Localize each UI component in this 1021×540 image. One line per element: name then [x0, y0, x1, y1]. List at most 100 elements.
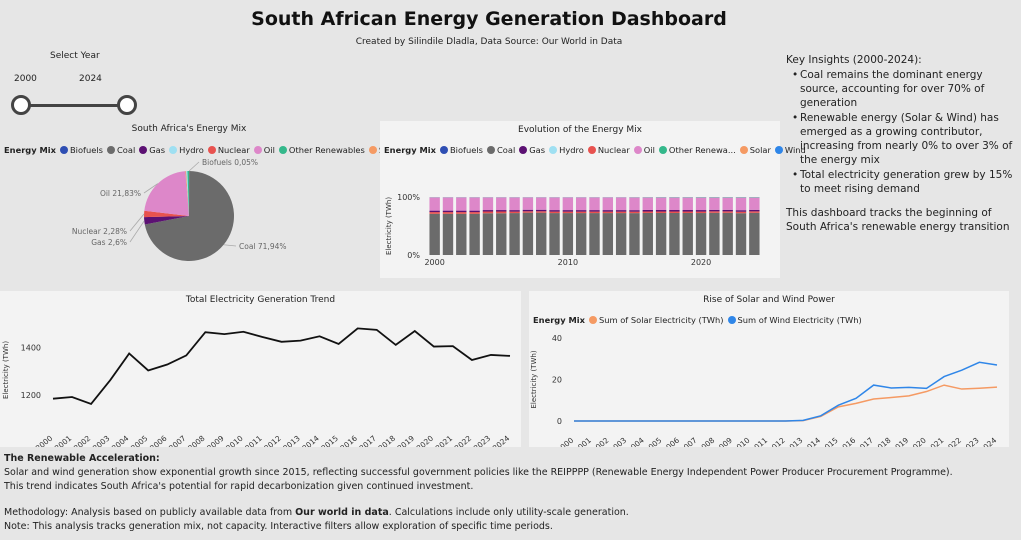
legend-item-other-renewables[interactable]: Other Renewables [278, 145, 365, 155]
bar-segment-oil-2012 [589, 197, 600, 211]
bar-segment-nuclear-2013 [602, 211, 614, 214]
bar-segment-gas-2000 [429, 210, 440, 213]
bar-segment-nuclear-2007 [522, 211, 534, 213]
pie-chart[interactable]: Coal 71,94% Oil 21,83% Gas 2,6% Nuclear 2,2… [0, 156, 378, 276]
legend-item-nuclear[interactable]: Nuclear [207, 145, 250, 155]
bar-segment-coal-2007 [522, 212, 534, 255]
methodology-line: Methodology: Analysis based on publicly … [4, 506, 1014, 520]
legend-item-sum-of-wind-electricity-twh[interactable]: Sum of Wind Electricity (TWh) [727, 315, 862, 325]
year-slider-start-handle[interactable] [11, 95, 31, 115]
bar-segment-gas-2013 [602, 210, 614, 212]
bar-segment-coal-2019 [682, 212, 693, 255]
stacked-bar-chart[interactable]: 100% 0% 2000 2010 2020 Electricity (TWh) [380, 161, 780, 276]
legend-item-gas[interactable]: Gas [139, 145, 165, 155]
bar-segment-coal-2020 [695, 213, 707, 255]
bar-segment-coal-2001 [442, 213, 454, 255]
bar-segment-oil-2009 [549, 197, 560, 211]
bar-segment-oil-2017 [655, 197, 667, 211]
y-tick-label: 0 [557, 417, 562, 426]
x-tick-label: 2011 [243, 433, 264, 447]
bar-segment-nuclear-2010 [562, 211, 574, 214]
y-tick-label: 100% [397, 193, 420, 202]
bar-segment-nuclear-2008 [536, 211, 547, 213]
x-tick-label: 2017 [854, 435, 875, 447]
legend-item-sum-of-solar-electricity-twh[interactable]: Sum of Solar Electricity (TWh) [588, 315, 724, 325]
year-slider-end-handle[interactable] [117, 95, 137, 115]
legend-item-oil[interactable]: Oil [633, 145, 655, 155]
y-axis-title: Electricity (TWh) [385, 197, 393, 255]
stacked-chart-title: Evolution of the Energy Mix [518, 125, 642, 135]
footer-line-2: This trend indicates South Africa's pote… [4, 481, 474, 492]
year-slider-track[interactable] [21, 104, 127, 107]
x-tick-label: 2020 [691, 258, 711, 267]
bar-segment-gas-2005 [496, 210, 507, 212]
x-tick-label: 2008 [186, 433, 207, 447]
legend-dot-icon [253, 146, 262, 154]
legend-text: Sum of Wind Electricity (TWh) [737, 315, 862, 325]
legend-item-coal[interactable]: Coal [106, 145, 135, 155]
bar-segment-gas-2008 [536, 209, 547, 212]
bar-segment-gas-2024 [749, 209, 760, 212]
total-generation-line-chart[interactable]: 1200 1400 20002001200220032004200520062007… [0, 291, 521, 447]
x-tick-label: 2020 [415, 433, 436, 447]
bar-segment-oil-2015 [629, 197, 640, 211]
bar-segment-oil-2021 [709, 197, 720, 210]
bar-segment-nuclear-2012 [589, 211, 600, 214]
legend-item-solar[interactable]: Solar [739, 145, 771, 155]
x-tick-label: 2006 [661, 435, 682, 447]
x-tick-label: 2016 [837, 435, 858, 447]
solar-wind-legend[interactable]: Energy Mix Sum of Solar Electricity (TWh… [533, 315, 866, 325]
legend-item-other-renewa[interactable]: Other Renewa... [658, 145, 736, 155]
bar-segment-gas-2015 [629, 210, 640, 212]
bar-segment-oil-2010 [562, 197, 574, 211]
stacked-legend[interactable]: Energy Mix Biofuels Coal Gas Hydro Nuclear Oi… [384, 145, 810, 155]
x-tick-label: 2024 [491, 433, 512, 447]
pie-legend[interactable]: Energy Mix Biofuels Coal Gas Hydro Nuclear Oi… [4, 145, 409, 155]
y-tick-label: 1200 [21, 391, 41, 400]
bar-segment-oil-2000 [429, 197, 440, 211]
pie-slice-coal [144, 171, 234, 261]
methodology-source-link[interactable]: Our world in data [295, 507, 389, 518]
bar-segment-gas-2014 [615, 210, 627, 212]
x-tick-label: 2002 [590, 435, 611, 447]
solar-wind-line-chart[interactable]: 0204020002001200220032004200520062007200… [529, 291, 1009, 447]
legend-item-hydro[interactable]: Hydro [549, 145, 584, 155]
x-tick-label: 2018 [377, 433, 398, 447]
x-tick-label: 2000 [424, 258, 444, 267]
bar-segment-gas-2018 [669, 210, 680, 212]
year-end-input[interactable]: 2024 [75, 70, 139, 90]
legend-item-hydro[interactable]: Hydro [169, 145, 204, 155]
stacked-legend-label: Energy Mix [384, 145, 436, 155]
legend-text: Hydro [559, 145, 584, 155]
bar-segment-coal-2017 [655, 212, 667, 255]
legend-dot-icon [139, 146, 148, 154]
bar-segment-nuclear-2002 [456, 212, 467, 214]
x-tick-label: 2015 [819, 435, 840, 447]
bar-segment-gas-2019 [682, 210, 693, 212]
series-line-total [52, 327, 511, 406]
trend-chart-title: Total Electricity Generation Trend [185, 295, 336, 305]
x-tick-label: 2007 [678, 435, 699, 447]
bar-segment-oil-2005 [496, 197, 507, 211]
bar-segment-coal-2002 [456, 213, 467, 255]
x-tick-label: 2000 [555, 435, 576, 447]
x-tick-label: 2020 [907, 435, 928, 447]
dashboard-subtitle: Created by Silindile Dladla, Data Source… [355, 37, 623, 47]
dashboard-title: South African Energy Generation Dashboar… [251, 8, 727, 30]
legend-text: Biofuels [69, 145, 103, 155]
legend-item-biofuels[interactable]: Biofuels [59, 145, 103, 155]
legend-item-nuclear[interactable]: Nuclear [587, 145, 630, 155]
legend-dot-icon [486, 146, 495, 154]
x-tick-label: 2005 [643, 435, 664, 447]
year-slicer-title: Select Year [50, 51, 100, 61]
legend-dot-icon [739, 146, 748, 154]
y-tick-label: 1400 [21, 343, 41, 352]
x-tick-label: 2022 [943, 435, 964, 447]
legend-dot-icon [658, 146, 667, 154]
bar-segment-oil-2008 [536, 197, 547, 210]
year-start-input[interactable]: 2000 [10, 70, 74, 90]
legend-item-biofuels[interactable]: Biofuels [439, 145, 483, 155]
legend-item-gas[interactable]: Gas [519, 145, 545, 155]
legend-item-coal[interactable]: Coal [486, 145, 515, 155]
legend-item-oil[interactable]: Oil [253, 145, 275, 155]
